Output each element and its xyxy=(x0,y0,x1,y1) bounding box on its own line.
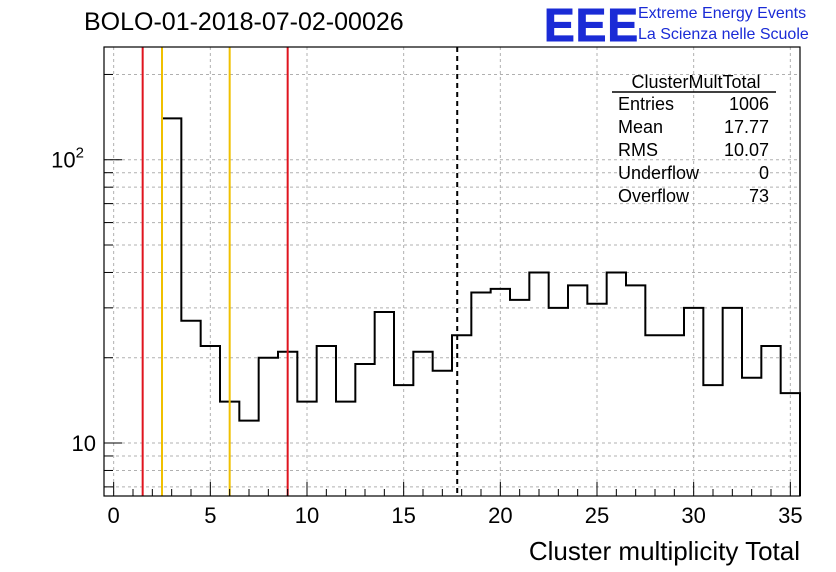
x-tick-label: 20 xyxy=(488,503,512,528)
logo-line-2: La Scienza nelle Scuole xyxy=(638,26,809,43)
axis-ticks-layer: 0 5 10 15 20 25 30 35 10 102 xyxy=(51,73,803,528)
histogram-bin xyxy=(568,285,587,496)
logo-line-1: Extreme Energy Events xyxy=(638,5,807,22)
x-tick-label: 35 xyxy=(778,503,802,528)
stats-row-label: RMS xyxy=(618,140,658,160)
threshold-lines-layer xyxy=(141,47,459,496)
histogram-bin xyxy=(742,378,761,496)
histogram-bin xyxy=(181,321,200,496)
stats-row-value: 1006 xyxy=(729,94,769,114)
histogram-bin xyxy=(626,285,645,496)
stats-row-value: 17.77 xyxy=(724,117,769,137)
histogram-bin xyxy=(413,352,432,496)
stats-title: ClusterMultTotal xyxy=(631,72,760,92)
histogram-bin xyxy=(375,312,394,496)
x-tick-label: 30 xyxy=(681,503,705,528)
histogram-bin xyxy=(510,300,529,496)
stats-row-label: Mean xyxy=(618,117,663,137)
histogram-bin xyxy=(452,335,471,496)
histogram-bin xyxy=(723,308,742,496)
x-tick-label: 5 xyxy=(204,503,216,528)
y-tick-label: 10 xyxy=(72,431,96,456)
histogram-bin xyxy=(703,385,722,496)
histogram-bin xyxy=(607,272,626,496)
histogram-bin xyxy=(259,358,278,496)
stats-row-label: Entries xyxy=(618,94,674,114)
y-tick-label: 102 xyxy=(51,145,84,173)
histogram-bin xyxy=(239,421,258,496)
x-tick-label: 10 xyxy=(295,503,319,528)
x-tick-label: 25 xyxy=(585,503,609,528)
run-title: BOLO-01-2018-07-02-00026 xyxy=(84,8,404,36)
histogram-bin xyxy=(336,402,355,496)
stats-row-label: Underflow xyxy=(618,163,700,183)
x-tick-label: 0 xyxy=(108,503,120,528)
stats-row-value: 0 xyxy=(759,163,769,183)
histogram-bin xyxy=(162,118,181,496)
histogram-bin xyxy=(471,292,490,496)
histogram-bin xyxy=(317,346,336,496)
histogram-bin xyxy=(529,272,548,496)
histogram-bin xyxy=(355,364,374,496)
histogram-bin xyxy=(665,335,684,496)
histogram-outline xyxy=(161,117,801,496)
stats-row-value: 10.07 xyxy=(724,140,769,160)
stats-row-value: 73 xyxy=(749,186,769,206)
plot-frame xyxy=(103,46,801,497)
x-tick-label: 15 xyxy=(391,503,415,528)
x-axis-label: Cluster multiplicity Total xyxy=(529,536,800,566)
histogram-bin xyxy=(645,335,664,496)
histogram-bin xyxy=(433,371,452,496)
logo-mark: EEE xyxy=(543,0,640,52)
histogram-bin xyxy=(549,308,568,496)
histogram-layer xyxy=(161,117,801,496)
histogram-bin xyxy=(761,346,780,496)
stats-row-label: Overflow xyxy=(618,186,690,206)
grid-layer xyxy=(104,47,800,496)
